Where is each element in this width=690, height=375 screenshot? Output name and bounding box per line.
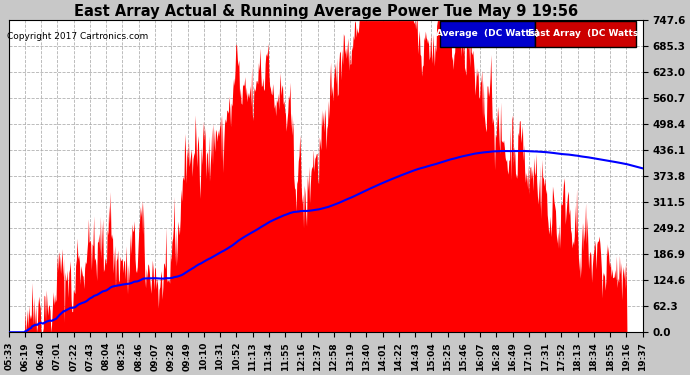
Text: Copyright 2017 Cartronics.com: Copyright 2017 Cartronics.com bbox=[7, 32, 148, 41]
Text: Average  (DC Watts): Average (DC Watts) bbox=[436, 29, 539, 38]
Text: East Array  (DC Watts): East Array (DC Watts) bbox=[529, 29, 642, 38]
Title: East Array Actual & Running Average Power Tue May 9 19:56: East Array Actual & Running Average Powe… bbox=[74, 4, 578, 19]
